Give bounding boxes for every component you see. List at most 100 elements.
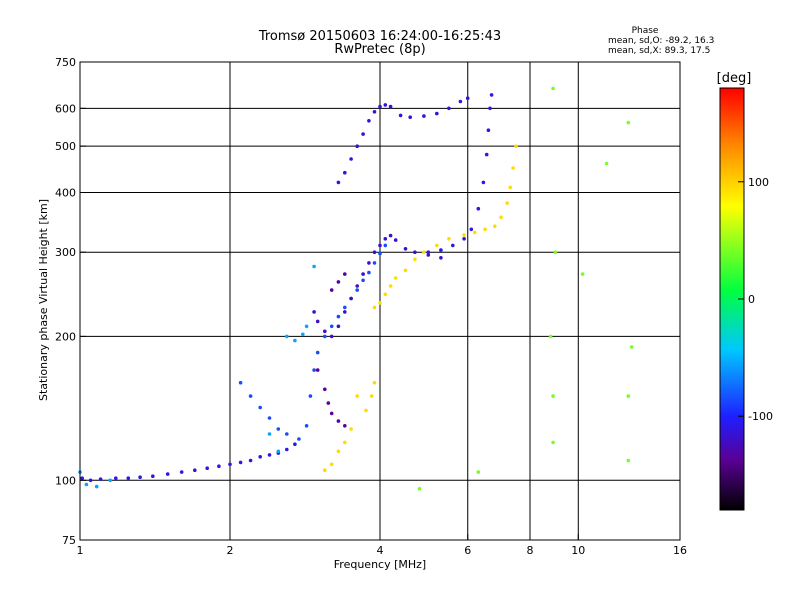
data-point	[304, 324, 309, 329]
data-point	[508, 185, 512, 190]
data-point	[267, 416, 272, 420]
data-point	[476, 206, 481, 211]
data-point	[315, 368, 320, 372]
data-point	[293, 338, 297, 343]
data-point	[369, 394, 374, 398]
data-point	[388, 284, 393, 288]
data-point	[417, 487, 422, 491]
data-point	[383, 292, 388, 297]
data-points	[78, 86, 634, 491]
data-point	[165, 472, 170, 476]
data-point	[98, 477, 103, 482]
data-point	[476, 470, 481, 474]
data-point	[378, 251, 382, 256]
data-point	[343, 305, 347, 310]
colorbar-tick-label: -100	[748, 410, 773, 423]
data-point	[413, 257, 417, 262]
data-point	[267, 453, 272, 457]
data-point	[336, 180, 341, 185]
data-point	[403, 268, 408, 273]
data-point	[315, 319, 320, 324]
data-point	[343, 310, 347, 314]
data-point	[217, 464, 221, 469]
data-point	[551, 86, 555, 91]
data-point	[481, 180, 486, 185]
data-point	[408, 115, 413, 119]
data-point	[312, 310, 316, 314]
data-point	[84, 482, 89, 487]
data-point	[238, 460, 243, 465]
data-point	[312, 264, 316, 269]
data-point	[514, 144, 518, 148]
data-point	[336, 419, 341, 423]
y-axis-label: Stationary phase Virtual Height [km]	[37, 199, 50, 401]
data-point	[580, 272, 585, 276]
data-point	[285, 447, 289, 452]
data-point	[248, 394, 253, 398]
data-point	[343, 424, 347, 428]
data-point	[422, 250, 426, 254]
y-tick-label: 200	[55, 330, 76, 343]
grid-lines	[80, 62, 680, 540]
data-point	[426, 253, 431, 257]
data-point	[511, 166, 515, 170]
data-point	[604, 161, 609, 166]
data-point	[372, 305, 377, 310]
legend-line-x: mean, sd,X: 89.3, 17.5	[608, 46, 710, 56]
data-point	[378, 301, 382, 305]
data-point	[465, 96, 470, 100]
data-point	[435, 111, 439, 116]
data-point	[336, 449, 341, 454]
legend-line-o: mean, sd,O: -89.2, 16.3	[608, 36, 714, 46]
data-point	[293, 442, 297, 447]
data-point	[301, 332, 305, 337]
data-point	[393, 276, 398, 280]
data-point	[336, 324, 341, 329]
data-point	[248, 458, 253, 463]
data-point	[228, 462, 232, 467]
y-tick-label: 400	[55, 186, 76, 199]
data-point	[238, 380, 243, 385]
data-point	[499, 215, 503, 220]
data-point	[488, 106, 492, 111]
colorbar-label: [deg]	[717, 71, 752, 86]
data-point	[355, 288, 360, 292]
data-point	[489, 93, 494, 97]
data-point	[383, 237, 388, 241]
data-point	[323, 329, 327, 334]
data-point	[367, 119, 371, 123]
data-point	[626, 458, 631, 463]
data-point	[205, 466, 209, 471]
data-point	[372, 110, 377, 114]
data-point	[629, 345, 634, 349]
data-point	[297, 437, 301, 441]
data-point	[626, 120, 631, 125]
data-point	[193, 468, 197, 473]
colorbar-ticks: 100 0 -100	[738, 176, 773, 423]
x-tick-label: 16	[673, 544, 687, 557]
data-point	[329, 334, 334, 339]
data-point	[413, 250, 417, 254]
x-tick-label: 4	[377, 544, 384, 557]
data-point	[349, 427, 353, 431]
x-tick-label: 8	[527, 544, 534, 557]
data-point	[551, 394, 555, 398]
data-point	[108, 478, 112, 483]
data-point	[403, 247, 408, 251]
data-point	[355, 144, 360, 148]
data-point	[493, 224, 497, 228]
data-point	[179, 470, 184, 474]
y-tick-label: 100	[55, 474, 76, 487]
data-point	[258, 405, 263, 410]
data-point	[361, 272, 365, 276]
data-point	[469, 227, 474, 232]
y-axis: 75 100 200 300 400 500 600 750	[55, 56, 86, 547]
x-tick-label: 1	[77, 544, 84, 557]
data-point	[458, 99, 463, 104]
data-point	[626, 394, 631, 398]
data-point	[486, 128, 491, 132]
data-point	[304, 424, 309, 428]
data-point	[553, 250, 558, 254]
data-point	[126, 476, 131, 481]
data-point	[388, 233, 393, 238]
